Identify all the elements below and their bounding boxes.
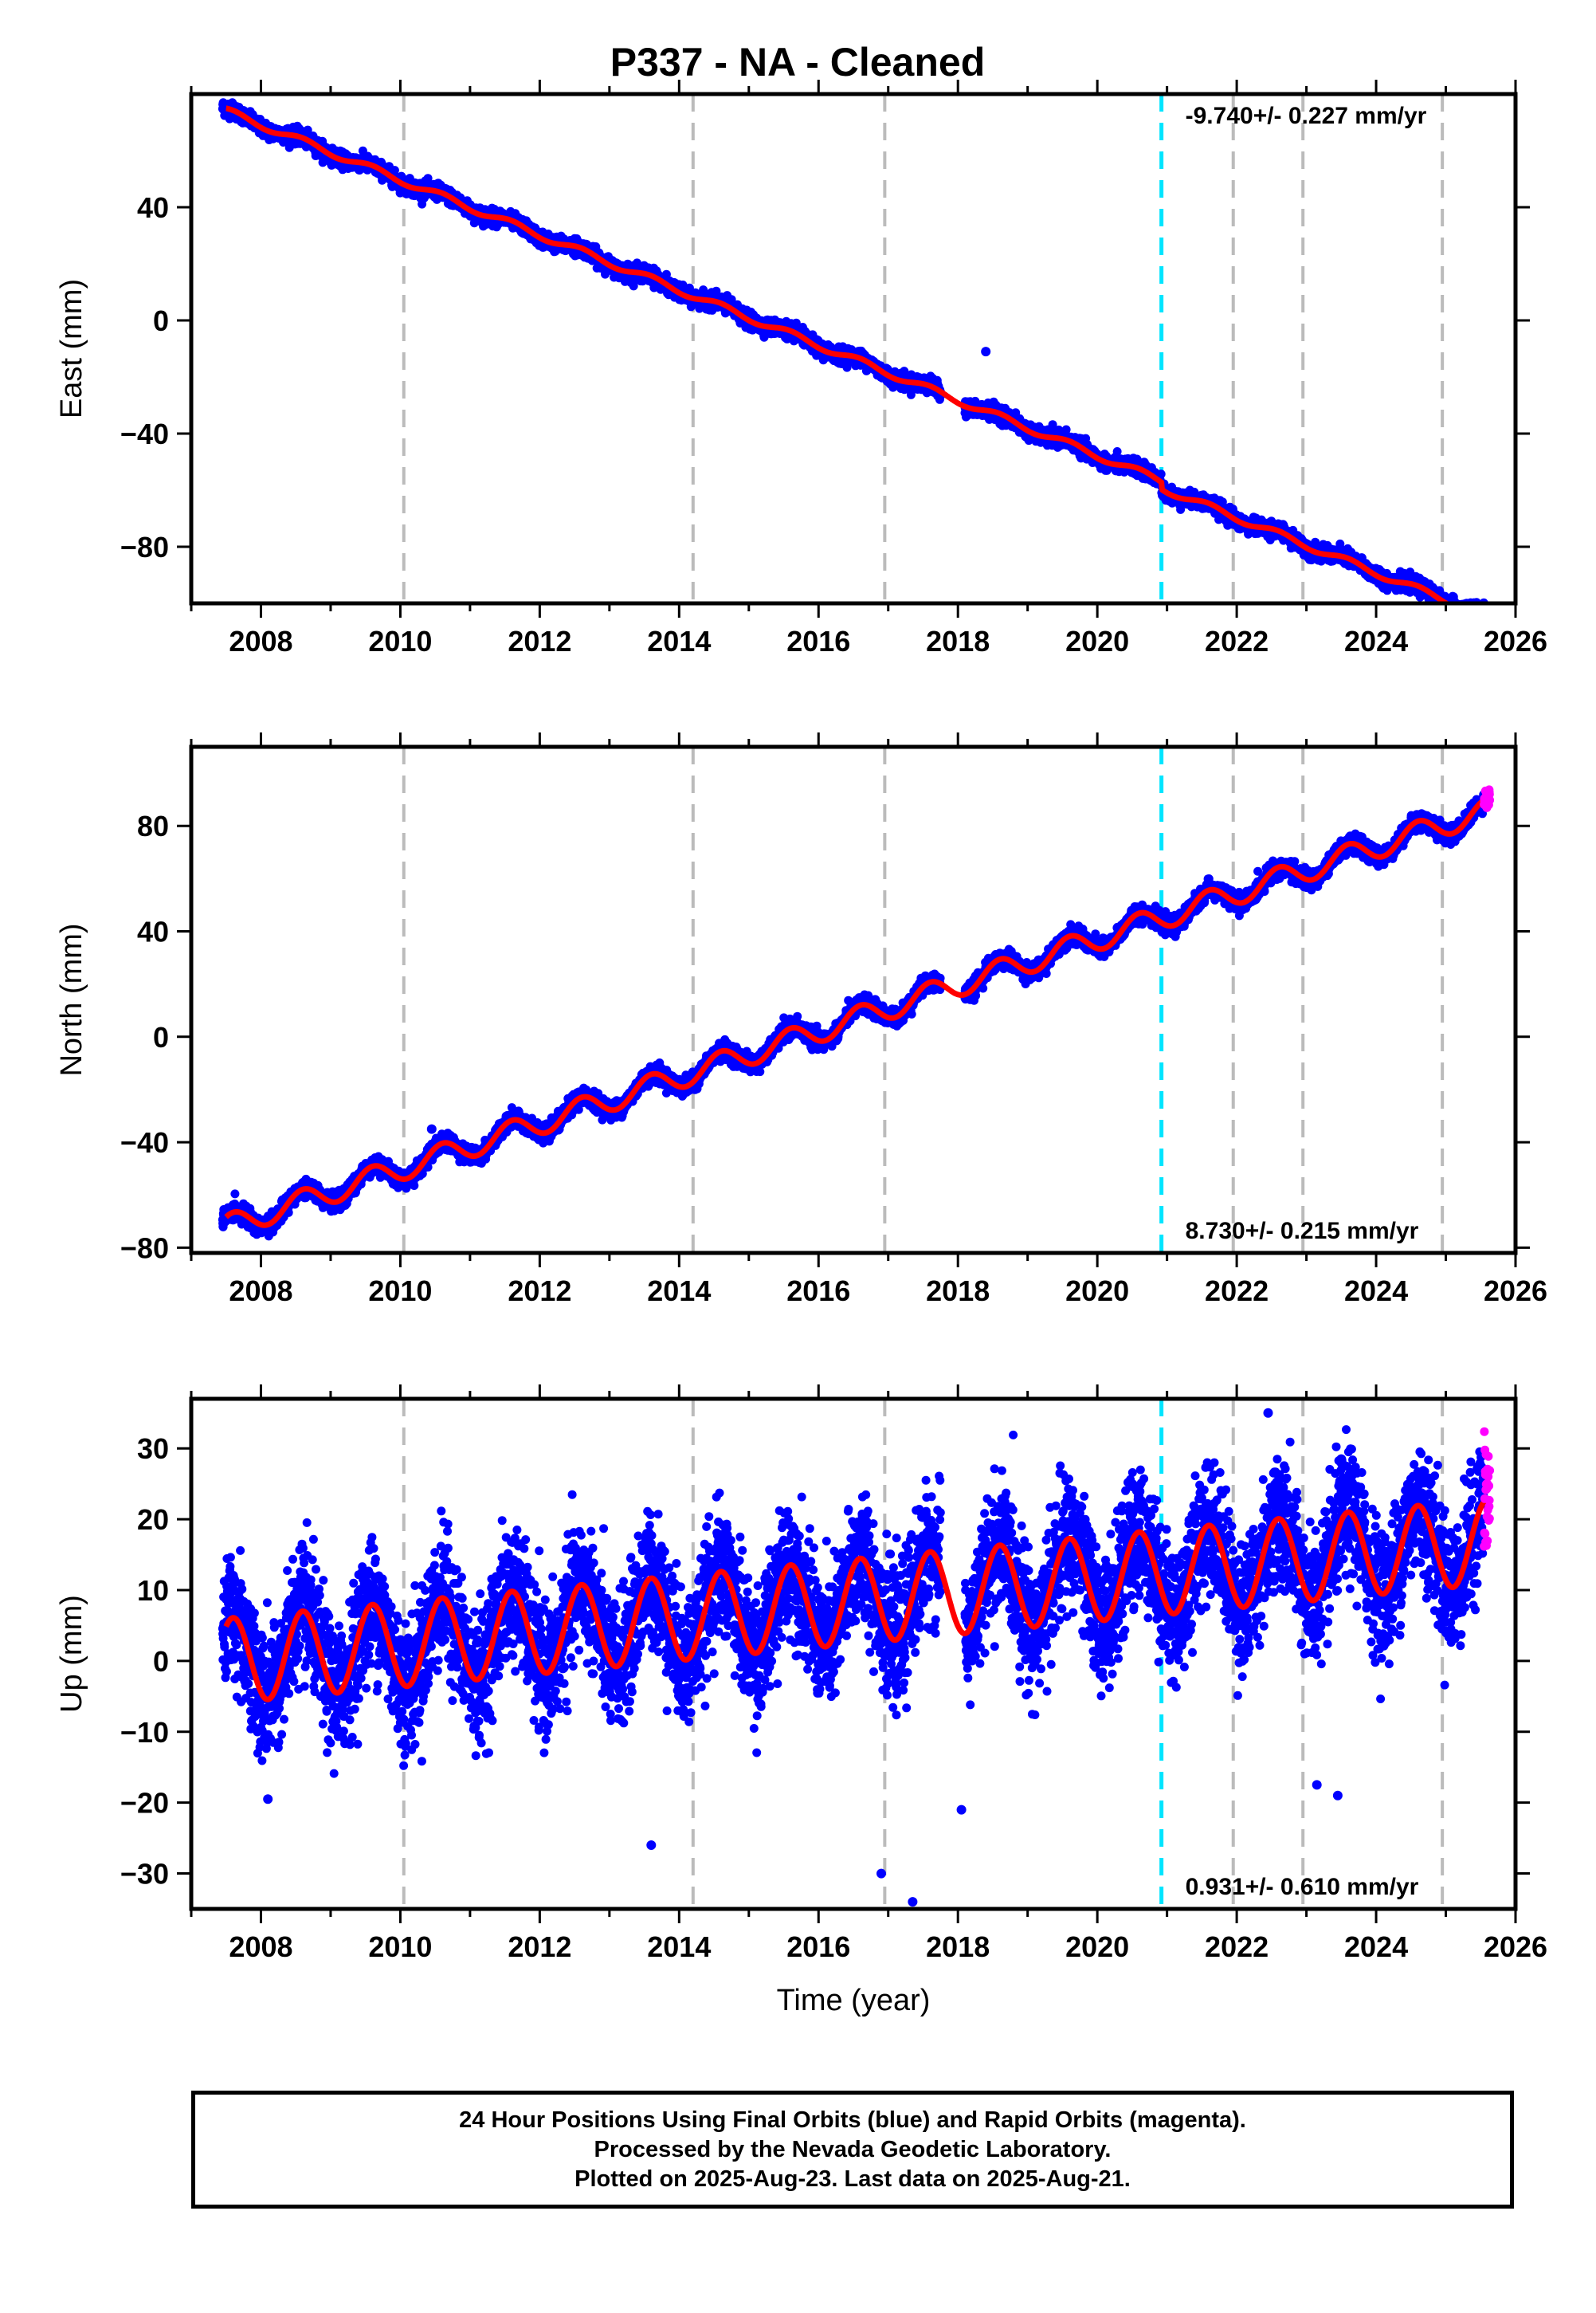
east-panel: 2008 2010 2012 2014 2016 2018 2020 2022 2024 2026… [55,80,1547,658]
chart-title: P337 - NA - Cleaned [610,40,986,84]
final-orbit-point [423,174,433,183]
final-orbits-series [218,98,1488,603]
final-orbit-point [712,286,721,296]
